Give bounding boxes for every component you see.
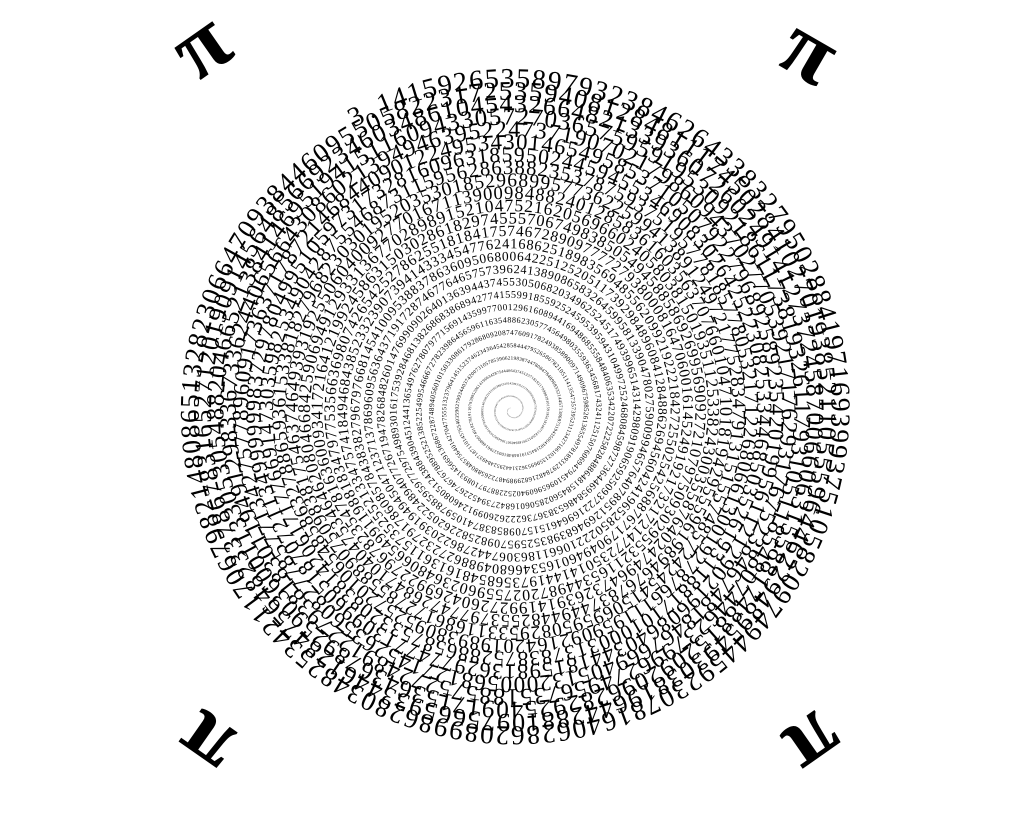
spiral-digit: 9 (643, 413, 657, 420)
spiral-digit: 8 (361, 417, 375, 424)
spiral-digit: 2 (607, 406, 617, 411)
spiral-digit: 2 (630, 410, 642, 416)
spiral-digit: 2 (510, 513, 515, 524)
spiral-digit: 9 (514, 538, 521, 552)
spiral-digit: 2 (374, 409, 387, 415)
spiral-digit: 6 (389, 404, 400, 410)
spiral-digit: 5 (643, 406, 657, 412)
spiral-digit: 1 (389, 410, 400, 415)
spiral-digit: 0 (515, 525, 521, 537)
spiral-digit: 7 (643, 399, 657, 406)
spiral-digit: 9 (361, 403, 375, 410)
spiral-digit: 9 (499, 262, 506, 276)
spiral-digit: 4 (618, 402, 629, 408)
spiral-digit: 7 (510, 407, 512, 409)
spiral-digit: 5 (503, 276, 510, 288)
spiral-digit: 9 (509, 525, 514, 537)
spiral-digit: 2 (413, 412, 423, 417)
spiral-digit: 8 (374, 416, 387, 423)
spiral-digit: 0 (389, 415, 400, 421)
spiral-digit: 5 (505, 290, 511, 301)
spiral-digit: 2 (513, 262, 520, 276)
spiral-digit: 6 (506, 262, 512, 276)
spiral-digit: 6 (361, 410, 375, 417)
spiral-digit: 5 (511, 290, 516, 301)
spiral-digit: 5 (507, 538, 513, 552)
pi-spiral-svg: 3.14159265358979323846264338327950288419… (0, 0, 1024, 819)
spiral-digit: 1 (630, 397, 642, 403)
spiral-digit: 6 (618, 407, 629, 412)
spiral-digit: 1 (515, 501, 520, 511)
spiral-digit: 5 (509, 276, 515, 288)
